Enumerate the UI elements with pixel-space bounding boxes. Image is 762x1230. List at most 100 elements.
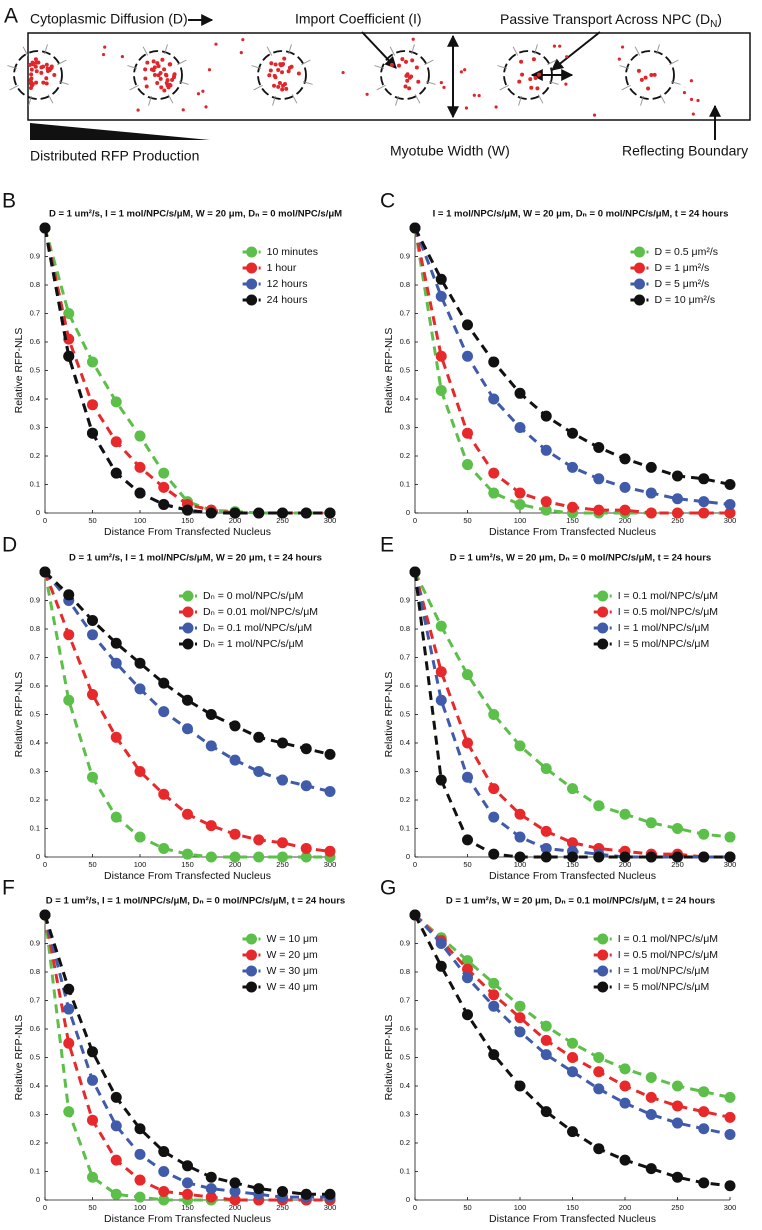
legend-label: I = 5 mol/NPC/s/μM [618,981,710,993]
data-point [182,1160,193,1172]
nuclear-pore [28,95,32,106]
data-point [462,972,473,984]
data-point [645,851,657,863]
legend-label: Dₙ = 1 mol/NPC/s/μM [203,638,303,650]
data-point [229,1194,241,1206]
data-point [253,1183,265,1195]
x-tick-label: 50 [463,516,471,525]
nuclear-pore [164,44,168,55]
data-point [540,825,552,837]
legend-swatch-dot [633,262,645,274]
y-tick-label: 0.3 [400,766,410,775]
rfp-dot [143,76,148,81]
nuclear-pore [548,81,559,85]
rfp-dot [276,68,281,73]
nuclear-pore [301,59,311,66]
y-tick-label: 0 [406,508,410,517]
y-tick-label: 0.3 [30,422,40,431]
legend-swatch-dot [633,294,645,306]
legend-swatch-dot [633,246,645,258]
nuclear-pore [374,65,385,69]
data-point [158,706,170,718]
panel-letter: A [4,5,18,28]
data-point [110,1120,122,1132]
rfp-dot [529,85,534,90]
data-point [63,350,75,362]
data-point [645,461,657,473]
panel-letter: D [2,534,17,557]
x-tick-label: 0 [43,860,47,869]
data-point [645,1091,657,1103]
y-tick-label: 0.1 [400,479,410,488]
legend-swatch-dot [182,590,194,602]
data-point [300,780,312,792]
legend-swatch-dot [182,622,194,634]
diagram-panel: A Cytoplasmic Diffusion (D) Import Coeff… [4,5,751,164]
y-axis-label: Relative RFP-NLS [383,328,395,414]
rfp-dot [494,105,498,109]
rfp-dot [103,45,107,49]
x-tick-label: 150 [181,516,194,525]
data-point [672,470,683,482]
x-tick-label: 0 [413,860,417,869]
data-point [300,851,312,863]
legend-label: D = 1 μm²/s [654,262,709,274]
data-point [182,848,193,860]
nuclear-pore [177,59,187,66]
data-point [277,1185,288,1197]
nuclear-pore [656,44,660,55]
data-point [593,504,605,516]
data-point [324,748,336,760]
data-point [462,669,473,681]
rfp-dot [268,68,273,73]
y-tick-label: 0.7 [30,308,40,317]
y-tick-label: 0.2 [30,795,40,804]
nucleus [133,50,183,100]
x-axis-label: Distance From Transfected Nucleus [489,870,656,882]
data-point [514,740,526,752]
data-point [488,1049,500,1061]
nuclear-pore [634,46,641,56]
data-point [87,427,98,439]
legend-swatch-dot [597,981,609,993]
data-point [110,436,122,448]
data-point [514,487,526,499]
y-tick-label: 0.3 [400,422,410,431]
x-tick-label: 50 [88,1203,96,1212]
y-tick-label: 0.1 [30,823,40,832]
rfp-dot [691,112,695,116]
rfp-dot [289,64,294,69]
data-point [645,487,657,499]
y-tick-label: 0.1 [30,479,40,488]
x-tick-label: 100 [134,1203,147,1212]
data-point [724,851,736,863]
rfp-dot [442,85,446,89]
chart-title: D = 1 um²/s, W = 20 μm, Dₙ = 0 mol/NPC/s… [450,553,711,564]
legend-label: I = 0.1 mol/NPC/s/μM [618,933,718,945]
panel-letter: F [2,877,15,900]
rfp-dot [410,58,415,63]
data-point [134,657,146,669]
y-tick-label: 0.5 [400,1052,410,1061]
data-point [645,1109,657,1120]
rfp-dot [696,98,700,103]
data-point [63,589,75,601]
rfp-dot [52,73,57,78]
data-point [488,811,500,823]
x-tick-label: 0 [43,516,47,525]
legend-swatch-dot [597,590,609,602]
nuclear-pore [302,81,313,85]
legend-swatch-dot [597,949,609,961]
nuclear-pore [670,81,681,85]
data-point [619,504,631,516]
rfp-dot [280,62,285,67]
legend-swatch-dot [597,965,609,977]
rfp-dot [558,44,562,48]
x-tick-label: 50 [88,516,96,525]
x-tick-label: 150 [566,1203,579,1212]
data-point [110,467,122,479]
rfp-dot [407,75,412,80]
legend-label: W = 40 μm [266,981,318,993]
data-point [488,989,500,1001]
data-point [87,689,98,701]
